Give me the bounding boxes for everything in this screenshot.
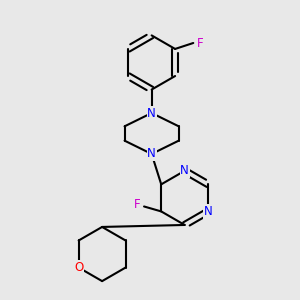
Text: N: N	[147, 106, 156, 119]
Text: N: N	[147, 148, 156, 160]
Text: N: N	[180, 164, 189, 177]
Text: F: F	[197, 37, 204, 50]
Text: F: F	[134, 198, 140, 211]
Text: N: N	[204, 205, 212, 218]
Text: O: O	[74, 261, 83, 274]
